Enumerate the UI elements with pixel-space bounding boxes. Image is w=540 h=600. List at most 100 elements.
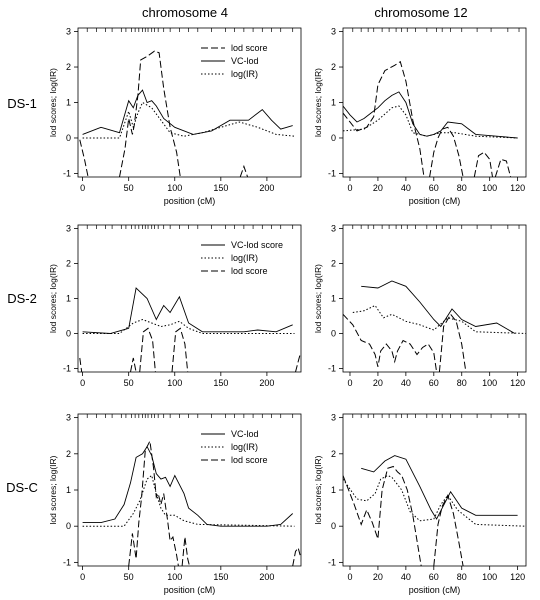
series-line-lod-score [79,357,83,372]
panel-ds-1-chromosome-12-frame [342,27,527,178]
panel-ds-2-chromosome-4-xtick-label: 0 [80,378,85,388]
series-line-vc-lod [82,445,294,527]
panel-ds-1-chromosome-12: -1 0 1 2 3 0 20 40 60 80 100 120 position (cM) lod sc… [313,27,527,206]
series-line-lod-score [295,354,301,372]
series-line-lod-score [473,151,493,177]
panel-ds-1-chromosome-4-legend: lod score VC-lod log(IR) [201,43,268,79]
panel-ds-c-chromosome-12-ytick-label: 3 [331,413,336,423]
panel-ds-2-chromosome-4-ylabel: lod scores; log(IR) [48,264,58,333]
panel-ds-2-chromosome-4-ytick-label: 3 [66,224,71,234]
panel-ds-c-chromosome-12-xtick-label: 100 [482,572,497,582]
series-line-lod-score [128,439,179,566]
panel-ds-c-chromosome-12-xtick-label: 120 [510,572,525,582]
series-line-log-ir [343,474,526,527]
series-line-lod-score [130,357,137,372]
panel-ds-2-chromosome-12-xtick-label: 80 [457,378,467,388]
panel-ds-c-chromosome-4: -1 0 1 2 3 0 50 100 150 200 position (cM) lod score… [48,413,302,595]
panel-ds-c-chromosome-12-xtick-label: 40 [401,572,411,582]
panel-ds-c-chromosome-12-ytick-label: -1 [328,557,336,567]
panel-ds-c-chromosome-12-xlabel: position (cM) [409,585,461,595]
panel-ds-1-chromosome-4-ytick-label: 3 [66,27,71,37]
panel-ds-2-chromosome-4-ytick-label: 0 [66,329,71,339]
panel-ds-c-chromosome-4-xtick-label: 200 [259,572,274,582]
series-line-lod-score [239,164,249,177]
panel-ds-1-chromosome-4-xtick-label: 150 [213,183,228,193]
panel-ds-2-chromosome-12-xtick-label: 20 [373,378,383,388]
panel-ds-1-chromosome-12-xtick-label: 100 [482,183,497,193]
panel-ds-2-chromosome-4-ytick-label: 2 [66,259,71,269]
panel-ds-2-chromosome-4-xtick-label: 100 [167,378,182,388]
panel-ds-c-chromosome-12-xtick-label: 80 [457,572,467,582]
panel-ds-2-chromosome-12-ytick-label: 2 [331,259,336,269]
series-line-lod-score [119,50,181,177]
panel-ds-c-chromosome-12-ytick-label: 0 [331,521,336,531]
panel-ds-c-chromosome-12: -1 0 1 2 3 0 20 40 60 80 100 120 position (cM) lod sc… [313,413,527,595]
panel-ds-1-chromosome-4-ylabel: lod scores; log(IR) [48,68,58,137]
series-line-lod-score [343,313,438,372]
legend-label-vc-lod-score: VC-lod score [231,240,283,250]
panel-ds-1-chromosome-4-ytick-label: 2 [66,62,71,72]
panel-ds-1-chromosome-12-ytick-label: -1 [328,168,336,178]
panel-ds-2-chromosome-4-series-group [79,287,301,372]
panel-ds-1-chromosome-4: -1 0 1 2 3 0 50 100 150 200 position (cM) lod score… [48,27,302,206]
panel-ds-1-chromosome-4-series-group [79,50,295,177]
legend-label-lod-score: lod score [231,43,268,53]
panel-ds-c-chromosome-12-ytick-label: 2 [331,449,336,459]
panel-ds-1-chromosome-12-ytick-label: 0 [331,133,336,143]
series-line-lod-score [494,158,512,177]
panel-ds-c-chromosome-4-xlabel: position (cM) [164,585,216,595]
series-line-lod-score [433,494,464,566]
panel-ds-2-chromosome-4-xtick-label: 200 [259,378,274,388]
legend-label-vc-lod: VC-lod [231,429,259,439]
series-line-vc-lod [343,91,518,139]
panel-ds-2-chromosome-12-series-group [343,280,526,372]
panel-ds-1-chromosome-12-ytick-label: 2 [331,62,336,72]
series-line-lod-score [343,60,425,177]
legend-label-log-ir: log(IR) [231,442,258,452]
panel-ds-2-chromosome-12-xtick-label: 40 [401,378,411,388]
panel-ds-c-chromosome-4-series-group [82,439,301,566]
panel-ds-c-chromosome-4-ytick-label: 0 [66,521,71,531]
legend-label-vc-lod: VC-lod [231,56,259,66]
panel-ds-c-chromosome-4-ytick-label: 1 [66,485,71,495]
panel-ds-c-chromosome-4-xtick-label: 0 [80,572,85,582]
series-line-lod-score [139,327,156,372]
column-header-chromosome-4: chromosome 4 [142,5,228,20]
panel-ds-2-chromosome-12-ylabel: lod scores; log(IR) [313,264,323,333]
panel-ds-2-chromosome-12-ytick-label: -1 [328,364,336,374]
panel-ds-2-chromosome-4-ytick-label: 1 [66,294,71,304]
series-line-vc-lod [82,89,293,135]
panel-ds-2-chromosome-12-xtick-label: 60 [429,378,439,388]
panel-ds-c-chromosome-4-xtick-label: 100 [167,572,182,582]
legend-label-log-ir: log(IR) [231,253,258,263]
panel-ds-c-chromosome-4-ylabel: lod scores; log(IR) [48,455,58,524]
series-line-lod-score [292,546,301,566]
panel-ds-2-chromosome-12: -1 0 1 2 3 0 20 40 60 80 100 120 lod scores; log(IR) [313,224,527,388]
series-line-lod-score [171,327,189,372]
series-line-log-ir [82,318,295,334]
panel-ds-2-chromosome-4-ytick-label: -1 [63,364,71,374]
panel-ds-2-chromosome-4-legend: VC-lod score log(IR) lod score [201,240,283,276]
row-label-ds-1: DS-1 [7,96,37,111]
series-line-log-ir [343,105,518,139]
panel-ds-1-chromosome-4-frame [77,27,302,178]
figure-headers: chromosome 4 chromosome 12 DS-1 DS-2 DS-… [6,5,468,495]
panel-ds-1-chromosome-12-ylabel: lod scores; log(IR) [313,68,323,137]
legend-label-log-ir: log(IR) [231,69,258,79]
panel-ds-c-chromosome-4-ytick-label: -1 [63,557,71,567]
series-line-log-ir [82,474,295,527]
panel-ds-2-chromosome-12-frame [342,224,527,373]
series-line-log-ir [352,304,526,334]
panel-ds-1-chromosome-12-ytick-label: 1 [331,98,336,108]
panel-ds-1-chromosome-12-xtick-label: 20 [373,183,383,193]
column-header-chromosome-12: chromosome 12 [374,5,467,20]
panel-ds-c-chromosome-4-ytick-label: 2 [66,449,71,459]
panel-ds-1-chromosome-12-xtick-label: 40 [401,183,411,193]
panel-ds-1-chromosome-4-ytick-label: 0 [66,133,71,143]
panel-ds-c-chromosome-12-series-group [343,455,526,566]
panel-ds-2-chromosome-4: -1 0 1 2 3 0 50 100 150 200 lod scores; log(IR) VC-… [48,224,302,388]
row-label-ds-c: DS-C [6,480,38,495]
panel-ds-2-chromosome-12-xtick-label: 120 [510,378,525,388]
